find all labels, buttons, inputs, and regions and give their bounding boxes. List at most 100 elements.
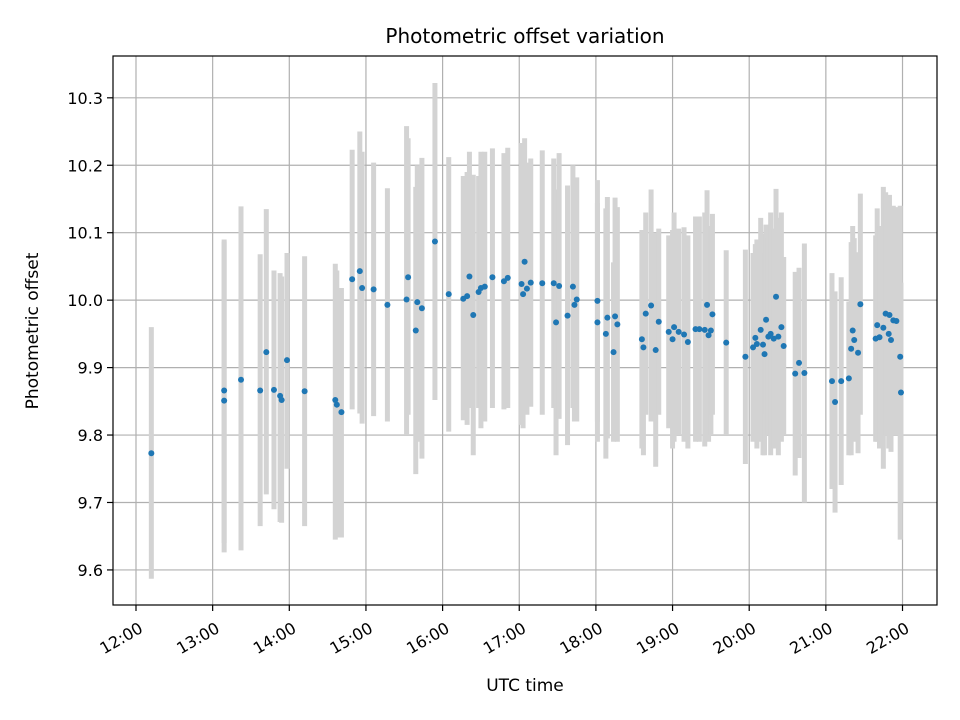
- data-point: [775, 333, 782, 340]
- data-point: [773, 293, 780, 300]
- y-tick-label: 10.3: [67, 89, 103, 108]
- data-point: [832, 398, 839, 405]
- data-point: [796, 359, 803, 366]
- data-point: [594, 297, 601, 304]
- data-point: [614, 321, 621, 328]
- data-point: [652, 347, 659, 354]
- data-point: [412, 327, 419, 334]
- data-point: [594, 319, 601, 326]
- data-point: [504, 274, 511, 281]
- y-tick-label: 10.0: [67, 291, 103, 310]
- x-tick-label: 17:00: [480, 618, 529, 658]
- y-tick-label: 9.7: [78, 493, 103, 512]
- data-point: [445, 291, 452, 298]
- data-point: [838, 378, 845, 385]
- data-point: [848, 345, 855, 352]
- data-point: [893, 318, 900, 325]
- data-point: [370, 286, 377, 293]
- data-point: [470, 311, 477, 318]
- data-point: [556, 282, 563, 289]
- y-axis-ticks: 9.6 9.7 9.8 9.9 10.0 10.1 10.2 10.3: [67, 89, 113, 580]
- data-point: [569, 283, 576, 290]
- data-point: [742, 353, 749, 360]
- data-point: [418, 305, 425, 312]
- data-point: [767, 330, 774, 337]
- data-point: [778, 324, 785, 331]
- data-point: [707, 327, 714, 334]
- data-point: [356, 268, 363, 275]
- data-point: [780, 343, 787, 350]
- x-axis-ticks: 12:00 13:00 14:00 15:00 16:00 17:00 18:00 19:00…: [97, 605, 913, 658]
- plot-frame: [112, 55, 938, 606]
- data-point: [828, 378, 835, 385]
- y-tick-label: 9.8: [78, 426, 103, 445]
- data-point: [849, 327, 856, 334]
- data-point: [349, 276, 356, 283]
- x-tick-label: 22:00: [863, 618, 912, 658]
- x-tick-label: 13:00: [173, 618, 222, 658]
- data-point: [564, 312, 571, 319]
- y-tick-label: 9.9: [78, 359, 103, 378]
- data-point: [648, 302, 655, 309]
- chart-title: Photometric offset variation: [385, 24, 664, 48]
- data-point: [760, 341, 767, 348]
- data-point: [527, 279, 534, 286]
- data-point: [283, 357, 290, 364]
- data-point: [405, 274, 412, 281]
- data-point: [414, 299, 421, 306]
- data-point: [671, 324, 678, 331]
- data-point: [874, 322, 881, 329]
- y-tick-label: 9.6: [78, 561, 103, 580]
- data-point: [876, 334, 883, 341]
- data-point: [753, 340, 760, 347]
- data-point: [518, 280, 525, 287]
- data-point: [270, 386, 277, 393]
- data-point: [770, 335, 777, 342]
- data-point: [704, 301, 711, 308]
- x-axis-label: UTC time: [486, 676, 564, 696]
- y-tick-label: 10.2: [67, 156, 103, 175]
- data-point: [263, 349, 270, 356]
- data-point: [701, 326, 708, 333]
- data-points: [148, 238, 904, 457]
- data-point: [757, 326, 764, 333]
- data-point: [573, 296, 580, 303]
- data-point: [571, 301, 578, 308]
- data-point: [763, 316, 770, 323]
- data-point: [481, 283, 488, 290]
- data-point: [761, 351, 768, 358]
- data-point: [845, 375, 852, 382]
- data-point: [801, 369, 808, 376]
- data-point: [332, 396, 339, 403]
- data-point: [638, 336, 645, 343]
- data-point: [723, 339, 730, 346]
- data-point: [333, 401, 340, 408]
- x-tick-label: 16:00: [403, 618, 452, 658]
- data-point: [885, 330, 892, 337]
- data-point: [338, 409, 345, 416]
- data-point: [604, 314, 611, 321]
- data-point: [221, 397, 228, 404]
- data-point: [886, 311, 893, 318]
- x-tick-label: 19:00: [633, 618, 682, 658]
- data-point: [238, 376, 245, 383]
- data-point: [539, 280, 546, 287]
- data-point: [431, 238, 438, 245]
- data-point: [602, 330, 609, 337]
- data-point: [640, 344, 647, 351]
- data-point: [857, 301, 864, 308]
- data-point: [665, 328, 672, 335]
- data-point: [464, 293, 471, 300]
- data-point: [612, 313, 619, 320]
- data-point: [642, 310, 649, 317]
- data-point: [752, 334, 759, 341]
- data-point: [148, 450, 155, 457]
- data-point: [553, 319, 560, 326]
- data-point: [521, 258, 528, 265]
- data-point: [257, 387, 264, 394]
- y-axis-label: Photometric offset: [23, 252, 43, 409]
- data-point: [301, 388, 308, 395]
- data-point: [550, 280, 557, 287]
- data-point: [684, 338, 691, 345]
